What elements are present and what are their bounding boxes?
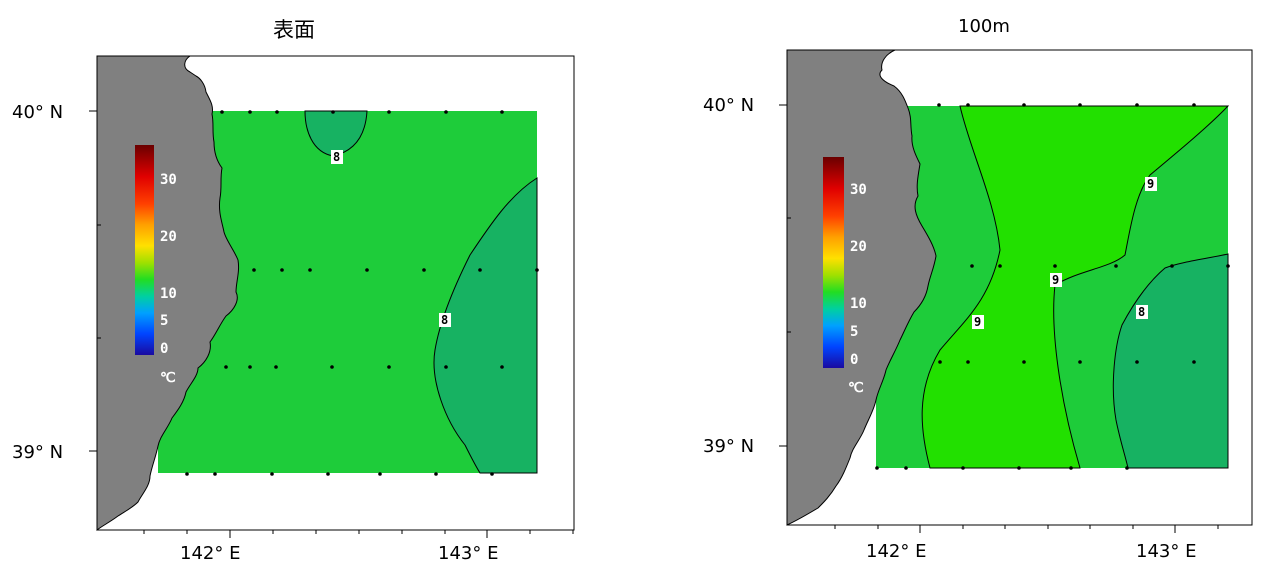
station-dots xyxy=(185,110,539,476)
map-panel-surface: 表面 xyxy=(0,0,620,567)
contour-label: 8 xyxy=(1138,305,1145,319)
contour-8-east xyxy=(433,177,538,474)
map-panel-100m: 100m xyxy=(690,0,1263,567)
contour-label-box xyxy=(1136,305,1148,319)
colorbar-tick: 30 xyxy=(850,182,867,198)
contour-label: 9 xyxy=(1147,177,1154,191)
colorbar-tick: 0 xyxy=(850,352,858,368)
colorbar xyxy=(823,157,844,368)
lon-label: 142° E xyxy=(180,543,240,564)
station-dots xyxy=(875,103,1230,470)
colorbar-tick: 20 xyxy=(850,239,867,255)
contour-label: 8 xyxy=(333,150,340,164)
contour-label-box xyxy=(331,150,343,164)
colorbar-tick: 5 xyxy=(160,313,168,329)
colorbar-unit: ℃ xyxy=(160,370,176,386)
panel-title: 100m xyxy=(958,16,1010,37)
colorbar-tick: 30 xyxy=(160,172,177,188)
contour-label-box xyxy=(1145,177,1157,191)
contour-label: 9 xyxy=(1052,273,1059,287)
contour-label: 8 xyxy=(441,313,448,327)
lat-label: 39° N xyxy=(12,442,63,463)
land-mass xyxy=(96,55,240,532)
temperature-map: 9 9 9 8 30 20 10 5 0 ℃ 40° N 39° N 142° … xyxy=(703,49,1253,562)
colorbar-tick: 20 xyxy=(160,229,177,245)
lat-label: 40° N xyxy=(12,102,63,123)
colorbar-tick: 5 xyxy=(850,324,858,340)
lat-label: 40° N xyxy=(703,95,754,116)
axis-ticks xyxy=(89,110,574,538)
lon-label: 143° E xyxy=(1136,541,1196,562)
axis-ticks xyxy=(779,104,1219,533)
contour-label-box xyxy=(972,315,984,329)
colorbar-tick: 10 xyxy=(160,286,177,302)
contour-label-box xyxy=(439,313,451,327)
colorbar xyxy=(135,145,154,355)
colorbar-tick: 0 xyxy=(160,341,168,357)
contour-label-box xyxy=(1050,273,1062,287)
contour-label: 9 xyxy=(974,315,981,329)
colorbar-tick: 10 xyxy=(850,296,867,312)
colorbar-unit: ℃ xyxy=(848,380,864,396)
lon-label: 143° E xyxy=(438,543,498,564)
lon-label: 142° E xyxy=(866,541,926,562)
temperature-map: 8 8 30 20 10 5 0 ℃ 40° N 39° N 142° E 14… xyxy=(12,55,575,564)
lat-label: 39° N xyxy=(703,436,754,457)
panel-title: 表面 xyxy=(273,18,315,42)
